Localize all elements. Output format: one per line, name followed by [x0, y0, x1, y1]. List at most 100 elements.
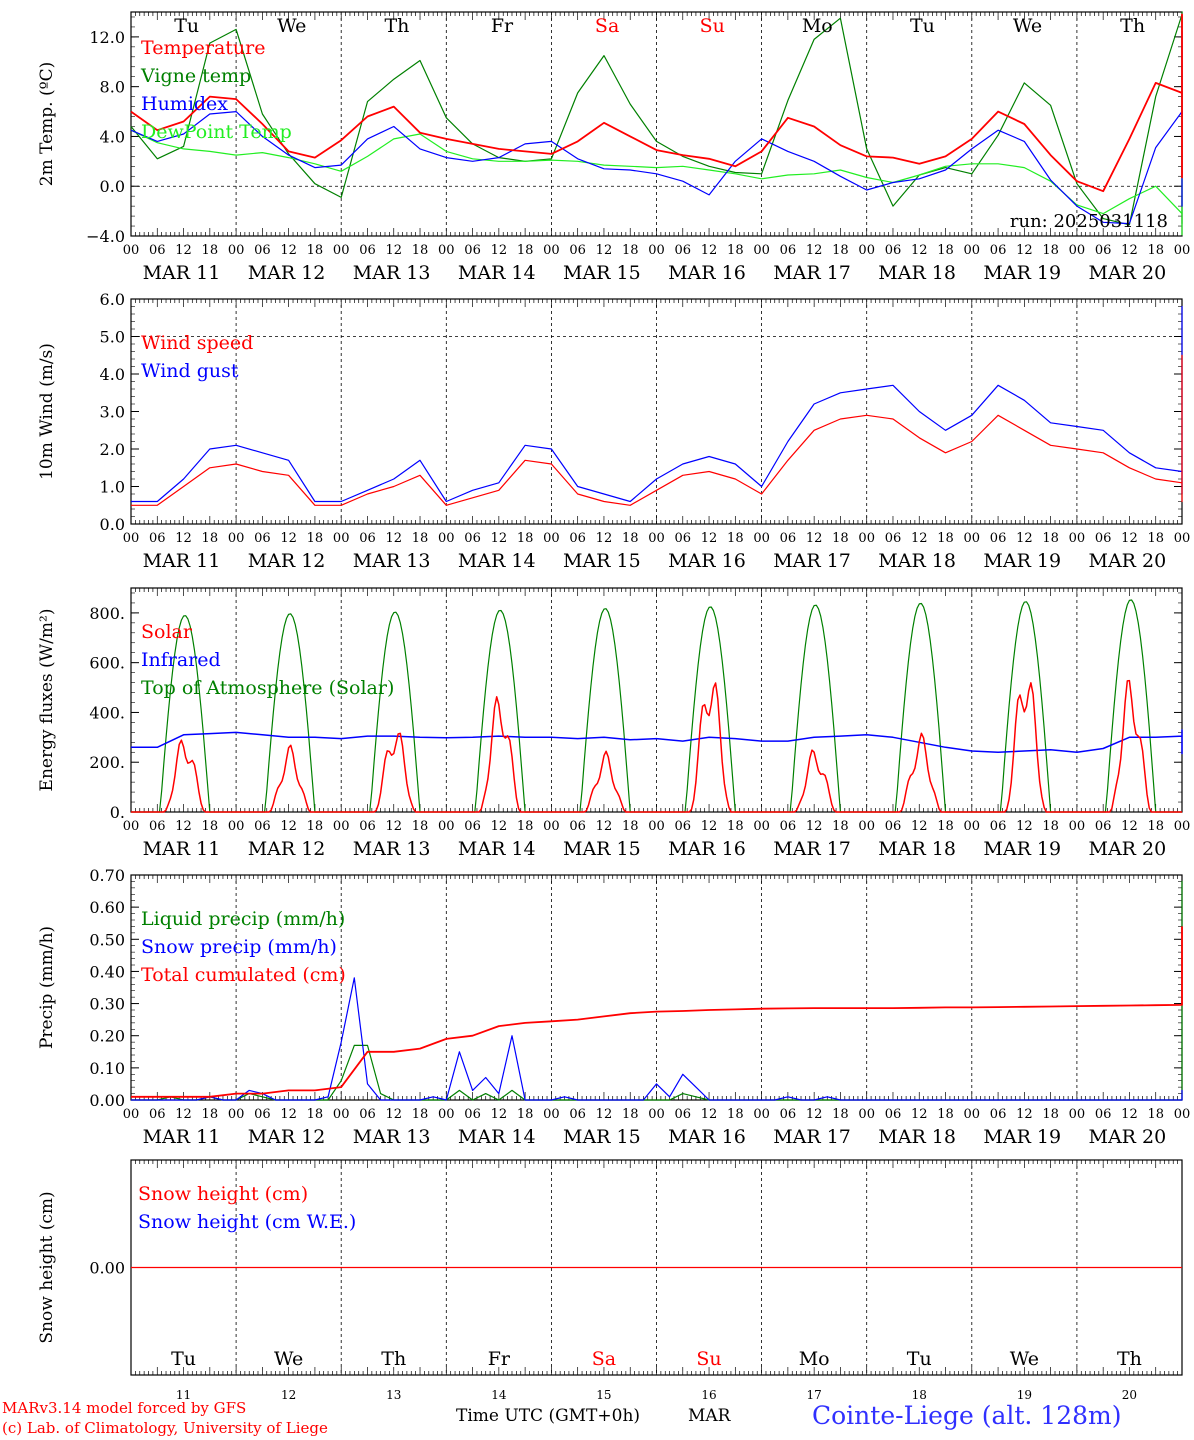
hour-tick-label: 06	[464, 819, 481, 834]
weekday-label-bottom: Tu	[171, 1348, 196, 1370]
day-number-label: 11	[176, 1388, 191, 1402]
y-axis-label: Precip (mm/h)	[37, 926, 57, 1049]
weekday-label-bottom: Tu	[907, 1348, 932, 1370]
hour-tick-label: 00	[123, 1107, 140, 1122]
date-label: MAR 13	[353, 550, 431, 572]
hour-tick-label: 18	[517, 1107, 534, 1122]
y-tick-label: 0.20	[89, 1027, 125, 1046]
hour-tick-label: 12	[385, 819, 402, 834]
hour-tick-label: 18	[832, 1107, 849, 1122]
weekday-label: We	[1013, 15, 1042, 37]
legend-snow-height-cm-: Snow height (cm)	[138, 1183, 308, 1205]
hour-tick-label: 12	[1121, 243, 1138, 258]
month-label: MAR	[688, 1406, 731, 1426]
weekday-label: Fr	[491, 15, 514, 37]
date-label: MAR 17	[773, 550, 851, 572]
weekday-label-bottom: Su	[696, 1348, 721, 1370]
hour-tick-label: 18	[937, 243, 954, 258]
hour-tick-label: 00	[438, 243, 455, 258]
hour-tick-label: 18	[832, 819, 849, 834]
hour-tick-label: 00	[753, 243, 770, 258]
hour-tick-label: 12	[596, 243, 613, 258]
series-snow-precip-mm-h-	[131, 977, 1183, 1101]
hour-tick-label: 18	[727, 243, 744, 258]
hour-tick-label: 00	[228, 531, 245, 546]
hour-tick-label: 18	[1147, 243, 1164, 258]
hour-tick-label: 12	[701, 1107, 718, 1122]
weekday-label: Tu	[174, 15, 199, 37]
day-number-label: 13	[386, 1388, 401, 1402]
y-tick-label: 0.0	[100, 177, 125, 196]
hour-tick-label: 18	[202, 1107, 219, 1122]
hour-tick-label: 06	[780, 1107, 797, 1122]
date-label: MAR 19	[983, 1126, 1061, 1148]
hour-tick-label: 12	[911, 819, 928, 834]
date-label: MAR 18	[878, 1126, 956, 1148]
date-label: MAR 12	[248, 262, 326, 284]
date-label: MAR 15	[563, 1126, 641, 1148]
series-temperature	[130, 13, 1183, 193]
hour-tick-label: 18	[307, 819, 324, 834]
weekday-label-bottom: We	[1010, 1348, 1039, 1370]
y-tick-label: 600.	[89, 654, 125, 673]
hour-tick-label: 18	[517, 243, 534, 258]
hour-tick-label: 18	[517, 819, 534, 834]
hour-tick-label: 12	[1016, 819, 1033, 834]
weekday-label-bottom: Th	[381, 1348, 406, 1370]
weekday-label-bottom: Mo	[799, 1348, 830, 1370]
hour-tick-label: 00	[648, 531, 665, 546]
hour-tick-label: 12	[1016, 1107, 1033, 1122]
date-label: MAR 15	[563, 550, 641, 572]
hour-tick-label: 12	[596, 819, 613, 834]
hour-tick-label: 00	[438, 1107, 455, 1122]
hour-tick-label: 00	[1069, 1107, 1086, 1122]
date-label: MAR 12	[248, 1126, 326, 1148]
date-label: MAR 16	[668, 1126, 746, 1148]
y-tick-label: 200.	[89, 753, 125, 772]
hour-tick-label: 06	[885, 531, 902, 546]
hour-tick-label: 00	[1069, 243, 1086, 258]
y-tick-label: 0.60	[89, 898, 125, 917]
weekday-label-bottom: Th	[1117, 1348, 1142, 1370]
legend-solar: Solar	[141, 621, 193, 643]
hour-tick-label: 12	[385, 1107, 402, 1122]
hour-tick-label: 12	[1121, 819, 1138, 834]
hour-tick-label: 06	[464, 531, 481, 546]
hour-tick-label: 12	[701, 819, 718, 834]
legend-top-of-atmosphere-solar-: Top of Atmosphere (Solar)	[141, 677, 394, 699]
y-tick-label: 0.0	[100, 515, 125, 534]
weekday-label: Mo	[802, 15, 833, 37]
hour-tick-label: 00	[858, 819, 875, 834]
hour-tick-label: 00	[543, 1107, 560, 1122]
panel-frame-flux	[130, 587, 1183, 813]
y-axis-label: 2m Temp. (ºC)	[37, 62, 57, 187]
hour-tick-label: 00	[753, 1107, 770, 1122]
copyright: (c) Lab. of Climatology, University of L…	[2, 1419, 328, 1437]
legend-vigne-temp: Vigne temp	[140, 65, 251, 87]
y-tick-label: 0.30	[89, 995, 125, 1014]
y-tick-label: −4.0	[86, 227, 125, 246]
hour-tick-label: 00	[858, 1107, 875, 1122]
hour-tick-label: 06	[990, 1107, 1007, 1122]
hour-tick-label: 18	[1042, 819, 1059, 834]
hour-tick-label: 06	[569, 819, 586, 834]
hour-tick-label: 06	[675, 243, 692, 258]
hour-tick-label: 18	[832, 243, 849, 258]
date-label: MAR 15	[563, 838, 641, 860]
hour-tick-label: 12	[911, 531, 928, 546]
hour-tick-label: 00	[1174, 531, 1191, 546]
y-tick-label: 0.40	[89, 962, 125, 981]
weekday-label: We	[277, 15, 306, 37]
hour-tick-label: 12	[1121, 1107, 1138, 1122]
hour-tick-label: 06	[1095, 531, 1112, 546]
hour-tick-label: 18	[1147, 531, 1164, 546]
hour-tick-label: 06	[990, 819, 1007, 834]
y-tick-label: 6.0	[100, 290, 125, 309]
y-tick-label: 8.0	[100, 78, 125, 97]
y-tick-label: 0.70	[89, 866, 125, 885]
date-label: MAR 11	[143, 838, 221, 860]
hour-tick-label: 06	[569, 1107, 586, 1122]
hour-tick-label: 06	[254, 819, 271, 834]
hour-tick-label: 06	[1095, 1107, 1112, 1122]
